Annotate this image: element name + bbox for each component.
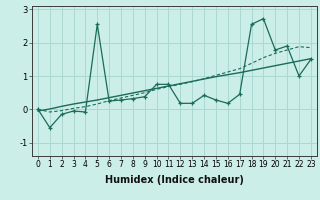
X-axis label: Humidex (Indice chaleur): Humidex (Indice chaleur) [105,175,244,185]
